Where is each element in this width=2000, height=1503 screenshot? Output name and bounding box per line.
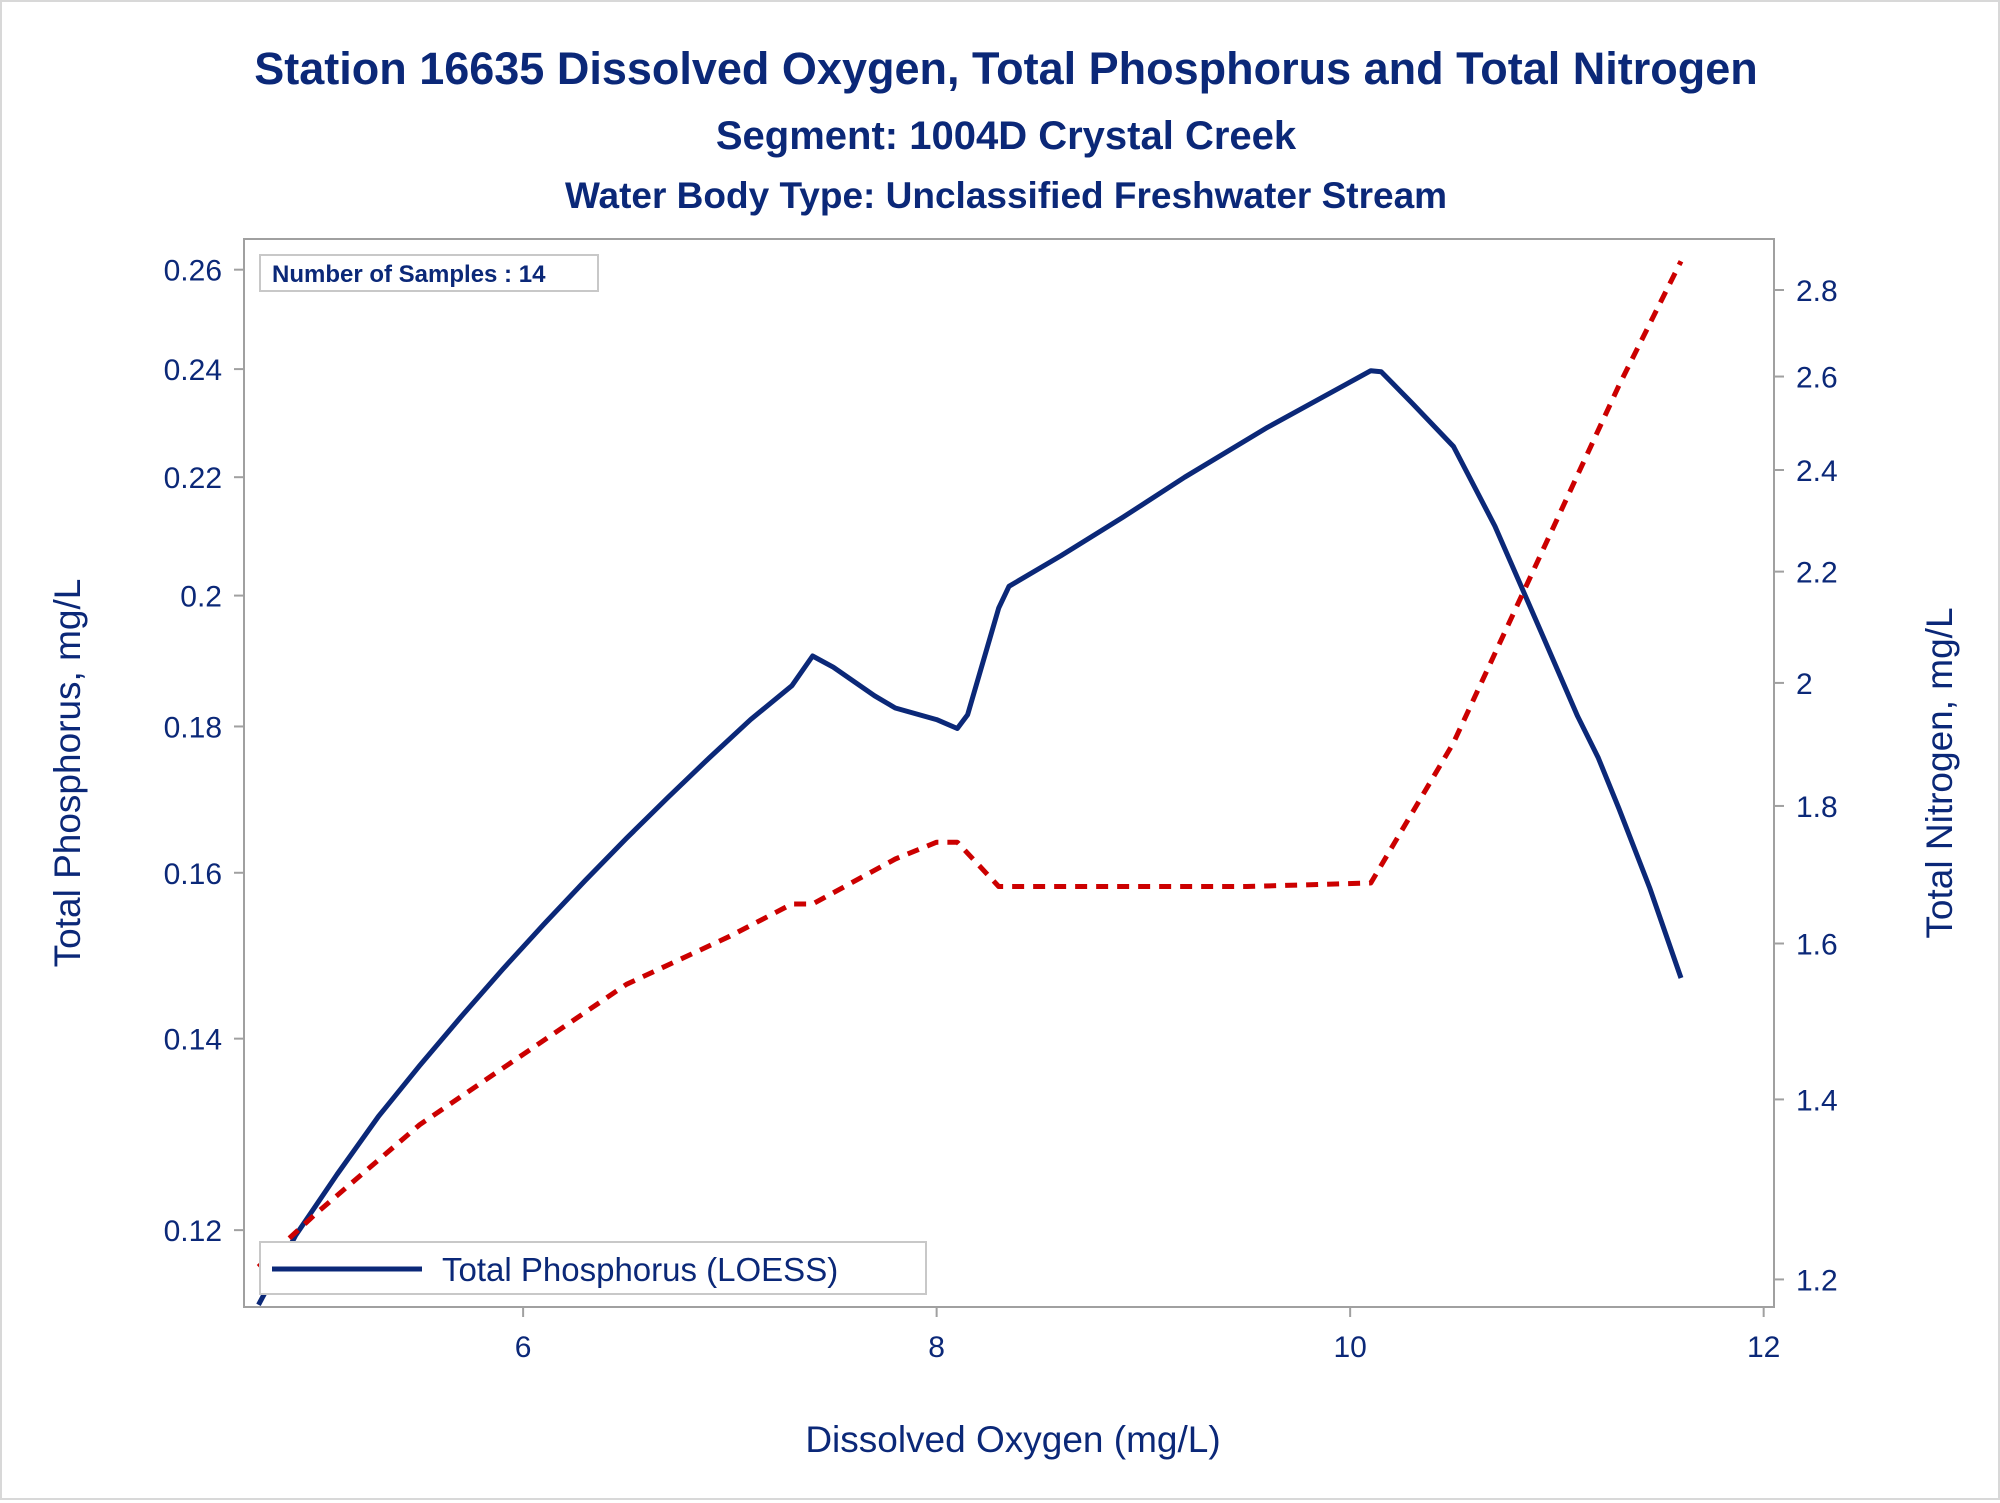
y2-tick-label: 2.4 [1796,455,1838,488]
y-tick-label: 0.16 [164,858,222,891]
series-layer [256,260,1684,1306]
y-axis-label: Total Phosphorus, mg/L [47,579,88,968]
chart-subtitle-2: Water Body Type: Unclassified Freshwater… [565,175,1447,216]
y-tick-label: 0.12 [164,1215,222,1248]
y2-tick-label: 2.6 [1796,362,1838,395]
y-tick-label: 0.22 [164,462,222,495]
y2-tick-label: 2 [1796,668,1813,701]
y2-axis-ticks: 1.2 1.4 1.6 1.8 2 2.2 2.4 2.6 2.8 [1774,275,1838,1297]
x-tick-label: 6 [515,1331,532,1364]
y2-tick-label: 2.8 [1796,275,1838,308]
y2-tick-label: 1.4 [1796,1084,1838,1117]
x-tick-label: 8 [928,1331,945,1364]
samples-box [259,254,599,292]
chart-subtitle: Segment: 1004D Crystal Creek [716,114,1297,158]
y2-tick-label: 1.6 [1796,928,1838,961]
series-line-nitrogen [256,260,1684,1269]
y-tick-label: 0.18 [164,711,222,744]
y-axis-ticks: 0.12 0.14 0.16 0.18 0.2 0.22 0.24 0.26 [164,255,244,1248]
y-tick-label: 0.26 [164,255,222,288]
chart-title: Station 16635 Dissolved Oxygen, Total Ph… [254,43,1758,94]
x-axis-ticks: 6 8 10 12 [515,1307,1780,1364]
x-axis-label: Dissolved Oxygen (mg/L) [805,1419,1220,1460]
y2-tick-label: 1.2 [1796,1264,1838,1297]
y-tick-label: 0.24 [164,354,222,387]
plot-area [243,238,1775,1308]
y2-axis-label: Total Nitrogen, mg/L [1919,607,1960,938]
x-tick-label: 12 [1747,1331,1780,1364]
y-tick-label: 0.2 [180,581,222,614]
x-tick-label: 10 [1333,1331,1366,1364]
y2-tick-label: 1.8 [1796,791,1838,824]
series-line-phosphorus [256,368,1684,1306]
samples-annotation: Number of Samples : 14 [272,261,546,288]
y2-tick-label: 2.2 [1796,557,1838,590]
legend-label-phosphorus: Total Phosphorus (LOESS) [442,1251,838,1288]
y-tick-label: 0.14 [164,1024,222,1057]
